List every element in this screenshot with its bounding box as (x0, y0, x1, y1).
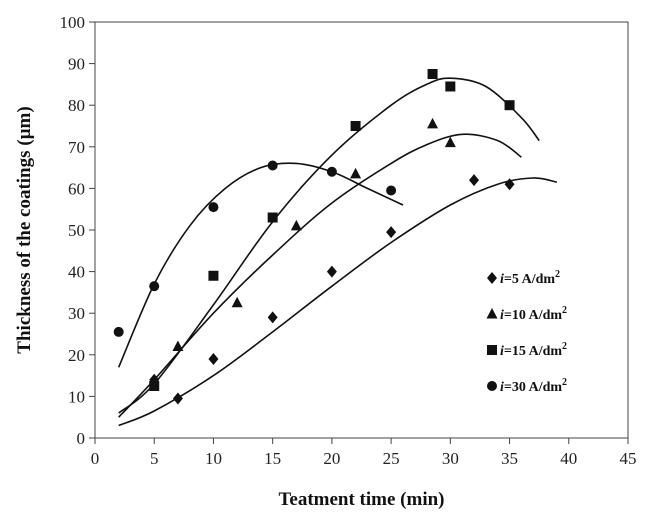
fit-curve-diamond (118, 177, 558, 427)
legend-marker-diamond (487, 272, 497, 284)
data-point-square (504, 100, 515, 111)
data-point-square (427, 69, 438, 79)
x-tick-label: 30 (442, 449, 459, 468)
y-tick-label: 20 (68, 346, 85, 365)
data-point-circle (208, 202, 219, 213)
y-tick-label: 30 (68, 304, 85, 323)
y-axis-title: Thickness of the coatings (µm) (14, 106, 35, 353)
data-point-triangle (350, 167, 362, 179)
y-tick-label: 90 (68, 55, 85, 74)
data-point-diamond (386, 226, 397, 239)
data-point-triangle (427, 117, 439, 129)
legend-label: i=30 A/dm2 (500, 377, 567, 395)
fit-curve-circle (117, 162, 404, 368)
x-tick-label: 15 (264, 449, 281, 468)
legend-label: i=10 A/dm2 (500, 305, 567, 323)
data-point-triangle (231, 296, 243, 308)
legend: i=5 A/dm2 i=10 A/dm2 i=15 A/dm2 i=30 A/dm2 (486, 269, 567, 395)
y-tick-label: 50 (68, 221, 85, 240)
fit-curve-triangle (118, 133, 522, 418)
fit-curve-square (118, 77, 540, 414)
data-point-square (149, 381, 160, 391)
x-tick-label: 10 (205, 449, 222, 468)
axes: 0 5 10 15 20 25 30 35 40 45 0 10 20 30 40 50 60 70 80 90 100 (60, 13, 637, 468)
plot-frame (94, 21, 629, 439)
data-point-circle (149, 281, 160, 292)
data-point-triangle (290, 219, 302, 231)
data-point-diamond (172, 392, 183, 405)
y-tick-label: 60 (68, 179, 85, 198)
legend-label: i=15 A/dm2 (500, 341, 567, 359)
y-tick-label: 40 (68, 263, 85, 282)
y-tick-label: 0 (77, 429, 86, 448)
data-point-square (208, 270, 219, 281)
legend-label: i=5 A/dm2 (500, 269, 560, 287)
legend-marker-circle (487, 381, 497, 391)
x-tick-label: 45 (620, 449, 637, 468)
x-tick-label: 0 (91, 449, 100, 468)
fit-curves (117, 77, 558, 427)
data-point-triangle (172, 340, 184, 351)
data-point-square (267, 212, 278, 223)
x-tick-label: 20 (323, 449, 340, 468)
data-point-circle (386, 185, 397, 196)
legend-marker-square (487, 345, 497, 355)
data-point-diamond (469, 174, 480, 187)
data-point-diamond (208, 352, 219, 365)
y-tick-label: 100 (60, 13, 86, 32)
data-point-square (445, 81, 456, 92)
data-point-circle (267, 160, 278, 171)
data-point-triangle (444, 136, 456, 148)
data-points (113, 69, 515, 405)
y-tick-label: 10 (68, 387, 85, 406)
x-axis-title: Teatment time (min) (278, 489, 444, 510)
y-tick-label: 70 (68, 138, 85, 157)
x-tick-label: 40 (560, 449, 577, 468)
x-tick-label: 5 (150, 449, 159, 468)
x-tick-label: 25 (383, 449, 400, 468)
data-point-diamond (267, 311, 278, 324)
data-point-diamond (326, 265, 337, 278)
legend-marker-triangle (486, 308, 498, 319)
data-point-diamond (504, 178, 515, 191)
x-tick-label: 35 (501, 449, 518, 468)
y-tick-label: 80 (68, 96, 85, 115)
data-point-circle (113, 326, 124, 337)
data-point-circle (326, 166, 337, 177)
data-point-square (350, 121, 361, 131)
